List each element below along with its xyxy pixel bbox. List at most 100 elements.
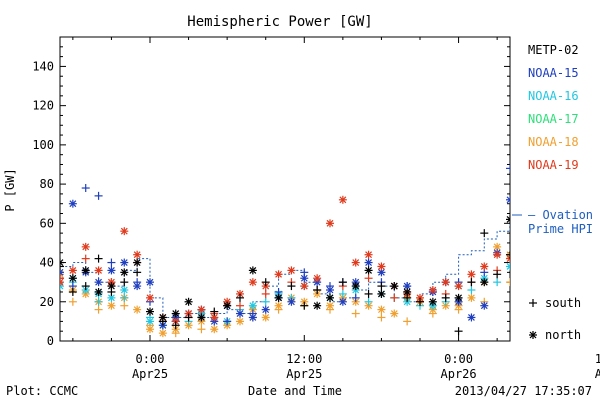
point-noaa-15-north: [5, 215, 13, 223]
point-metp-02-north: [454, 293, 463, 302]
legend-entry-noaa-18: NOAA-18: [528, 135, 579, 149]
point-metp-02-south: [184, 313, 193, 322]
point-noaa-15-north: [532, 243, 540, 251]
point-metp-02-north: [68, 274, 77, 283]
legend-north-marker: [529, 331, 537, 339]
point-metp-02-south: [532, 278, 540, 286]
footer-left: Plot: CCMC: [6, 384, 78, 398]
point-noaa-16-north: [557, 282, 565, 290]
point-noaa-18-north: [43, 282, 51, 290]
point-noaa-16-south: [94, 297, 103, 306]
x-tick-time-label: 12:00: [286, 352, 322, 366]
point-noaa-18-north: [596, 306, 600, 314]
point-noaa-15-north: [43, 278, 51, 286]
point-metp-02-north: [506, 215, 510, 224]
point-noaa-15-south: [81, 184, 90, 193]
point-noaa-18-north: [210, 325, 219, 334]
point-noaa-16-north: [30, 270, 38, 278]
point-metp-02-north: [532, 259, 540, 267]
point-noaa-19-north: [30, 231, 38, 239]
x-tick-day-label: Apr26: [595, 367, 600, 381]
point-metp-02-north: [184, 297, 193, 306]
x-axis-label: Date and Time: [248, 384, 342, 398]
point-noaa-15-north: [120, 258, 129, 267]
point-noaa-19-north: [17, 160, 25, 168]
legend-south: south: [545, 296, 581, 310]
point-noaa-16-south: [17, 266, 25, 274]
point-noaa-15-north: [583, 282, 591, 290]
point-metp-02-south: [467, 278, 476, 287]
point-metp-02-south: [441, 293, 450, 302]
point-metp-02-north: [171, 309, 180, 318]
point-noaa-15-north: [60, 268, 64, 277]
point-noaa-16-south: [364, 297, 373, 306]
point-metp-02-north: [377, 289, 386, 298]
point-metp-02-south: [120, 278, 129, 287]
point-noaa-18-north: [30, 317, 38, 325]
y-tick-label: 80: [40, 177, 54, 191]
point-noaa-15-north: [236, 309, 244, 318]
point-metp-02-south: [364, 289, 373, 298]
point-noaa-19-south: [261, 289, 270, 298]
point-noaa-15-south: [557, 278, 565, 286]
point-metp-02-north: [5, 278, 13, 286]
x-tick-day-label: Apr25: [132, 367, 168, 381]
point-noaa-18-north: [583, 302, 591, 310]
point-metp-02-south: [261, 278, 270, 287]
point-metp-02-north: [570, 278, 578, 286]
point-noaa-18-north: [236, 317, 244, 326]
point-noaa-19-north: [5, 160, 13, 168]
point-noaa-19-north: [287, 266, 296, 275]
point-metp-02-north: [390, 282, 399, 291]
point-noaa-18-south: [94, 305, 103, 314]
point-noaa-16-south: [519, 282, 527, 290]
point-metp-02-north: [158, 313, 167, 322]
point-noaa-15-north: [300, 274, 309, 283]
point-noaa-16-north: [519, 259, 527, 267]
point-metp-02-north: [428, 297, 437, 306]
legend: METP-02 NOAA-15 NOAA-16 NOAA-17 NOAA-18 NOAA-…: [512, 43, 593, 342]
point-noaa-18-north: [326, 301, 334, 310]
point-noaa-18-north: [467, 293, 476, 302]
point-metp-02-south: [416, 297, 424, 306]
legend-entry-noaa-17: NOAA-17: [528, 112, 579, 126]
point-noaa-19-north: [326, 219, 334, 228]
point-noaa-19-north: [493, 250, 502, 259]
point-noaa-19-north: [274, 270, 283, 279]
point-noaa-19-south: [390, 293, 399, 302]
y-tick-label: 0: [47, 334, 54, 348]
point-noaa-16-north: [506, 262, 510, 271]
point-noaa-15-north: [326, 286, 334, 295]
point-noaa-19-south: [60, 274, 64, 283]
point-metp-02-north: [17, 278, 25, 286]
point-noaa-16-north: [107, 293, 116, 302]
legend-ovation-line1: — Ovation: [528, 208, 593, 222]
point-metp-02-north: [248, 266, 257, 275]
y-tick-label: 140: [32, 59, 54, 73]
legend-north: north: [545, 328, 581, 342]
x-tick-day-label: Apr25: [286, 367, 322, 381]
point-noaa-19-north: [557, 282, 565, 290]
point-noaa-16-north: [545, 278, 553, 286]
point-noaa-18-south: [506, 278, 510, 287]
point-noaa-19-south: [364, 274, 373, 283]
chart-title: Hemispheric Power [GW]: [187, 14, 372, 30]
point-noaa-18-south: [197, 325, 206, 334]
point-metp-02-north: [364, 266, 373, 275]
point-noaa-19-south: [30, 266, 38, 274]
point-metp-02-south: [5, 274, 13, 282]
point-metp-02-south: [236, 293, 244, 302]
point-noaa-18-north: [261, 313, 270, 322]
point-noaa-16-south: [338, 289, 347, 298]
point-noaa-19-north: [146, 293, 154, 302]
legend-entry-metp-02: METP-02: [528, 43, 579, 57]
point-noaa-15-north: [146, 278, 154, 287]
point-metp-02-north: [223, 301, 232, 310]
point-metp-02-north: [403, 287, 412, 296]
point-noaa-18-north: [519, 266, 527, 274]
point-noaa-15-south: [94, 191, 103, 200]
point-metp-02-south: [94, 254, 103, 263]
point-metp-02-south: [300, 301, 309, 310]
point-noaa-18-south: [583, 310, 591, 318]
